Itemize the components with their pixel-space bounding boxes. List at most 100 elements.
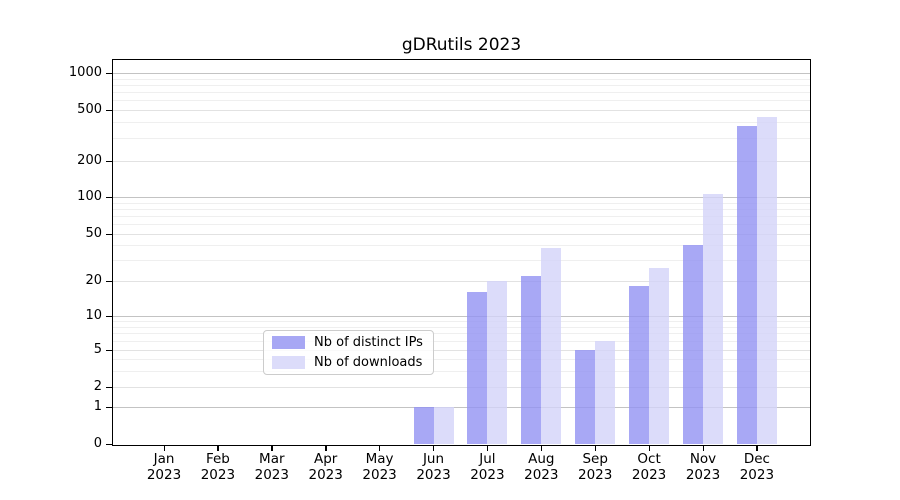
plot-area	[113, 60, 810, 445]
x-tick-label: Jan 2023	[134, 451, 194, 483]
gridline	[113, 110, 810, 111]
y-tick-label: 500	[77, 102, 102, 117]
x-tick-month: Nov	[689, 451, 717, 467]
x-tick-label: Sep 2023	[565, 451, 625, 483]
y-tick-mark	[106, 349, 112, 351]
gridline	[113, 407, 810, 408]
minor-gridline	[113, 359, 810, 360]
legend-label: Nb of downloads	[314, 355, 423, 370]
x-tick-label: Dec 2023	[727, 451, 787, 483]
y-tick-mark	[106, 386, 112, 388]
y-tick-mark	[106, 406, 112, 408]
x-tick-month: Feb	[205, 451, 230, 467]
minor-gridline	[113, 260, 810, 262]
minor-gridline	[113, 100, 810, 102]
bar-distinct-ips	[413, 407, 434, 444]
y-tick-label: 10	[85, 308, 102, 323]
minor-gridline	[113, 78, 810, 80]
y-tick-label: 1000	[68, 65, 102, 80]
gridline	[113, 350, 810, 351]
x-tick-mark	[540, 446, 543, 451]
minor-gridline	[113, 224, 810, 226]
x-tick-label: Nov 2023	[673, 451, 733, 483]
x-tick-mark	[325, 446, 327, 451]
minor-gridline	[113, 208, 810, 210]
bar-distinct-ips	[683, 245, 703, 444]
x-tick-mark	[702, 446, 704, 451]
bar-downloads	[487, 281, 508, 444]
x-tick-month: Jun	[422, 451, 445, 467]
x-tick-month: Sep	[582, 451, 608, 467]
x-tick-month: Jan	[153, 451, 175, 467]
y-tick-label: 100	[77, 189, 102, 204]
gridline	[113, 234, 810, 235]
legend-swatch-downloads	[272, 356, 305, 369]
x-tick-mark	[217, 446, 219, 451]
x-tick-year: 2023	[739, 466, 775, 483]
x-tick-month: Dec	[743, 451, 770, 467]
bar-distinct-ips	[736, 126, 757, 444]
y-tick-mark	[106, 72, 112, 74]
gridline	[113, 73, 810, 74]
legend-label: Nb of distinct IPs	[314, 335, 423, 350]
x-tick-mark	[756, 446, 758, 451]
x-tick-year: 2023	[685, 466, 721, 483]
legend-item-downloads: Nb of downloads	[264, 354, 433, 371]
x-tick-year: 2023	[362, 466, 397, 483]
bar-distinct-ips	[575, 350, 596, 444]
y-tick-mark	[106, 315, 112, 317]
x-tick-mark	[379, 446, 381, 451]
x-tick-mark	[594, 446, 597, 451]
x-tick-month: Apr	[314, 451, 338, 467]
x-tick-month: Aug	[528, 451, 555, 467]
x-tick-label: Feb 2023	[188, 451, 248, 483]
x-tick-year: 2023	[200, 466, 236, 483]
x-tick-year: 2023	[524, 466, 559, 483]
minor-gridline	[113, 202, 810, 204]
x-tick-year: 2023	[578, 466, 613, 483]
y-tick-mark	[106, 443, 112, 445]
y-tick-mark	[106, 196, 112, 198]
gridline	[113, 197, 810, 198]
x-tick-mark	[271, 446, 273, 451]
bar-downloads	[595, 341, 616, 444]
x-tick-year: 2023	[416, 466, 451, 483]
legend: Nb of distinct IPs Nb of downloads	[263, 330, 434, 375]
y-tick-mark	[106, 280, 112, 282]
x-tick-year: 2023	[308, 466, 343, 483]
x-tick-year: 2023	[254, 466, 289, 483]
x-tick-month: Mar	[259, 451, 285, 467]
x-tick-label: Apr 2023	[296, 451, 356, 483]
y-tick-label: 200	[77, 153, 102, 168]
x-tick-mark	[486, 446, 489, 451]
bar-downloads	[433, 407, 454, 444]
y-tick-label: 2	[93, 379, 102, 394]
gridline	[113, 161, 810, 162]
x-tick-mark	[163, 446, 165, 451]
x-tick-mark	[433, 446, 435, 451]
legend-swatch-distinct-ips	[272, 336, 305, 349]
minor-gridline	[113, 333, 810, 335]
x-tick-label: May 2023	[350, 451, 410, 483]
minor-gridline	[113, 84, 810, 86]
x-tick-month: Oct	[637, 451, 661, 467]
bar-distinct-ips	[521, 276, 542, 444]
bar-downloads	[703, 194, 723, 444]
x-tick-month: May	[365, 451, 394, 467]
bar-downloads	[649, 267, 670, 444]
chart-title: gDRutils 2023	[401, 35, 522, 55]
x-tick-year: 2023	[470, 466, 505, 483]
x-tick-label: Aug 2023	[511, 451, 571, 483]
x-tick-label: Jul 2023	[457, 451, 517, 483]
minor-gridline	[113, 122, 810, 124]
bar-downloads	[541, 248, 562, 444]
bar-distinct-ips	[467, 292, 488, 444]
x-tick-label: Mar 2023	[242, 451, 302, 483]
x-tick-year: 2023	[146, 466, 182, 483]
minor-gridline	[113, 326, 810, 328]
x-tick-label: Jun 2023	[404, 451, 464, 483]
x-tick-mark	[648, 446, 650, 451]
gridline	[113, 316, 810, 317]
minor-gridline	[113, 216, 810, 218]
minor-gridline	[113, 321, 810, 323]
